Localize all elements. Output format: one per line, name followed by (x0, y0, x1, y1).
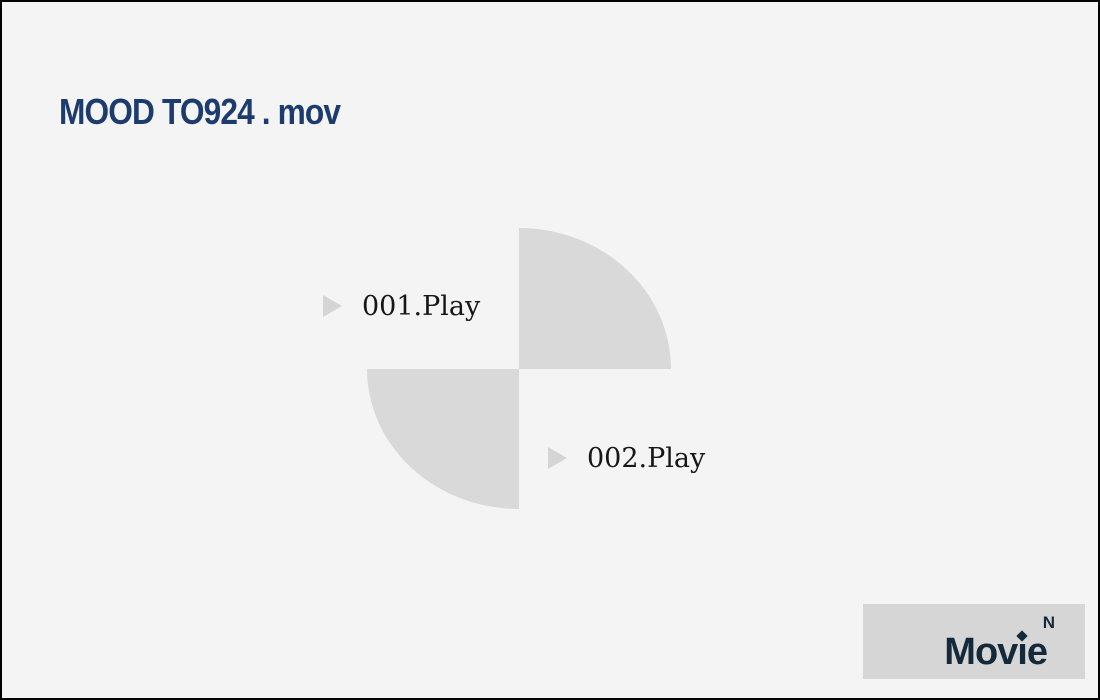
wordmark-i-letter: ı (1017, 631, 1028, 673)
movie-brand-badge: Movı e N (863, 604, 1085, 679)
movie-wordmark: Movı e (944, 630, 1048, 673)
play-icon (548, 446, 567, 469)
page-title: MOOD TO924 . mov (59, 91, 341, 132)
play-item-002[interactable]: 002.Play (548, 443, 705, 472)
pinwheel-quarter-top-right (519, 228, 671, 369)
play-label: 001.Play (362, 291, 481, 322)
brand-superscript: N (1042, 613, 1055, 632)
play-item-001[interactable]: 001.Play (323, 291, 480, 320)
play-label: 002.Play (587, 443, 706, 474)
play-icon (323, 294, 342, 317)
pinwheel-quarter-bottom-left (367, 369, 519, 509)
wordmark-before-i: Mov (944, 631, 1018, 673)
wordmark-dotless-i: ı (1016, 630, 1028, 673)
wordmark-after-i: e (1026, 631, 1048, 673)
